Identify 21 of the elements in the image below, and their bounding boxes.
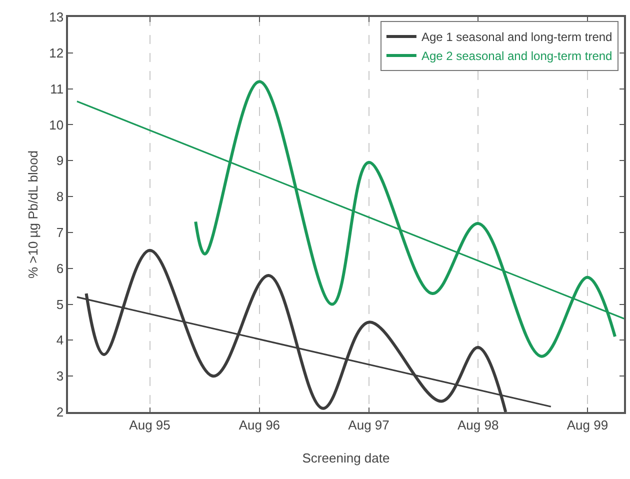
y-tick-label: 9: [56, 153, 64, 168]
y-tick-label: 8: [56, 189, 64, 204]
y-tick-label: 12: [49, 45, 64, 60]
y-axis-title: % >10 µg Pb/dL blood: [26, 150, 41, 279]
x-tick-label: Aug 95: [129, 417, 170, 432]
x-tick-label: Aug 97: [348, 417, 390, 432]
legend-label: Age 1 seasonal and long-term trend: [421, 30, 612, 44]
y-tick-label: 13: [49, 10, 64, 25]
y-tick-label: 3: [56, 368, 64, 384]
y-tick-label: 2: [56, 404, 64, 420]
y-tick-label: 6: [56, 260, 64, 276]
y-tick-label: 5: [56, 296, 64, 312]
y-tick-label: 10: [49, 117, 64, 132]
y-tick-label: 4: [56, 332, 64, 348]
x-axis-title: Screening date: [302, 450, 390, 466]
y-tick-label: 11: [50, 81, 64, 96]
legend-label: Age 2 seasonal and long-term trend: [421, 49, 612, 64]
x-tick-label: Aug 98: [458, 417, 499, 432]
x-tick-label: Aug 96: [238, 417, 280, 432]
y-tick-label: 7: [56, 225, 64, 240]
x-tick-label: Aug 99: [566, 417, 608, 432]
